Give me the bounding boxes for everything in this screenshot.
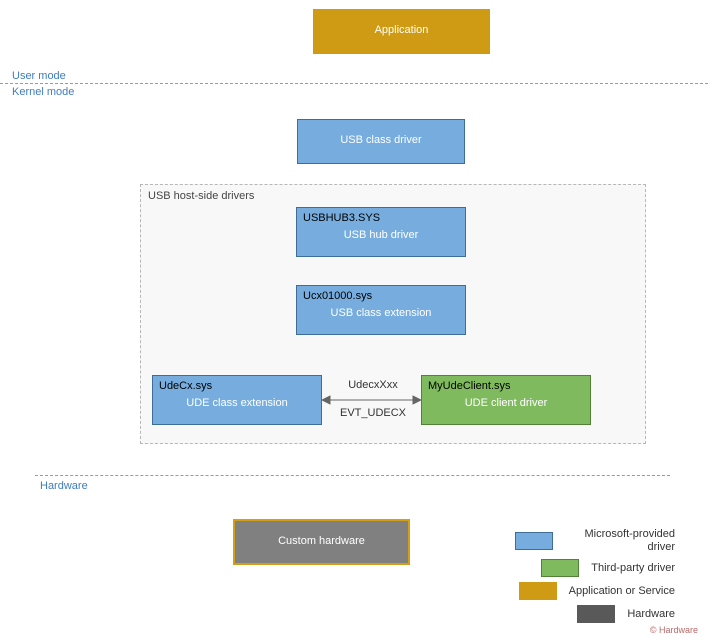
legend-row: Microsoft-provided driver bbox=[515, 528, 675, 554]
footer-text: © Hardware bbox=[650, 625, 698, 635]
legend-swatch-ms bbox=[515, 532, 553, 550]
legend-swatch-3p bbox=[541, 559, 579, 577]
legend-text: Application or Service bbox=[569, 585, 675, 598]
udecx-title: UdeCx.sys bbox=[153, 376, 321, 394]
hostside-label: USB host-side drivers bbox=[148, 190, 254, 202]
legend-row: Hardware bbox=[515, 605, 675, 623]
hardware-label: Hardware bbox=[36, 480, 92, 492]
kernel-mode-label: Kernel mode bbox=[8, 86, 78, 98]
ucx-sub: USB class extension bbox=[297, 304, 465, 327]
application-box: Application bbox=[313, 9, 490, 54]
mode-divider bbox=[0, 83, 708, 84]
ucx-title: Ucx01000.sys bbox=[297, 286, 465, 304]
legend-text: Third-party driver bbox=[591, 562, 675, 575]
arrow-bottom-label: EVT_UDECX bbox=[337, 407, 409, 419]
usbhub3-title: USBHUB3.SYS bbox=[297, 208, 465, 226]
usb-class-driver-box: USB class driver bbox=[297, 119, 465, 164]
usbhub3-sub: USB hub driver bbox=[297, 226, 465, 249]
legend-swatch-hw bbox=[577, 605, 615, 623]
legend-row: Application or Service bbox=[515, 582, 675, 600]
udecx-box: UdeCx.sys UDE class extension bbox=[152, 375, 322, 425]
client-title: MyUdeClient.sys bbox=[422, 376, 590, 394]
arrow-top-label: UdecxXxx bbox=[343, 379, 403, 391]
user-mode-label: User mode bbox=[8, 70, 70, 82]
application-label: Application bbox=[314, 10, 489, 44]
hardware-divider bbox=[35, 475, 670, 476]
bi-arrow bbox=[322, 393, 421, 407]
legend-swatch-app bbox=[519, 582, 557, 600]
udecx-sub: UDE class extension bbox=[153, 394, 321, 417]
client-sub: UDE client driver bbox=[422, 394, 590, 417]
client-box: MyUdeClient.sys UDE client driver bbox=[421, 375, 591, 425]
custom-hardware-box: Custom hardware bbox=[233, 519, 410, 565]
legend-row: Third-party driver bbox=[515, 559, 675, 577]
legend: Microsoft-provided driver Third-party dr… bbox=[515, 528, 675, 628]
custom-hardware-label: Custom hardware bbox=[235, 521, 408, 555]
usb-class-driver-label: USB class driver bbox=[298, 120, 464, 154]
usbhub3-box: USBHUB3.SYS USB hub driver bbox=[296, 207, 466, 257]
legend-text: Microsoft-provided driver bbox=[565, 528, 675, 554]
legend-text: Hardware bbox=[627, 608, 675, 621]
ucx-box: Ucx01000.sys USB class extension bbox=[296, 285, 466, 335]
